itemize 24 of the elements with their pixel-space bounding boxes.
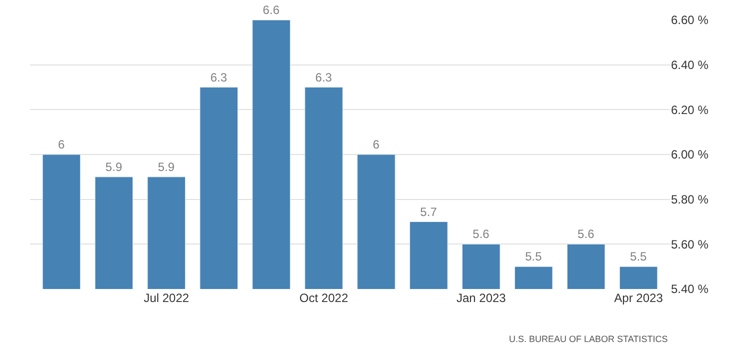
- data-label: 6.3: [210, 70, 228, 84]
- data-label: 5.6: [472, 227, 490, 242]
- data-label: 5.5: [525, 250, 542, 264]
- data-label: 5.7: [420, 204, 438, 219]
- y-tick-label: 5.80 %: [671, 192, 709, 207]
- data-label: 5.6: [578, 227, 595, 242]
- data-label: 5.5: [630, 250, 648, 264]
- x-tick-label: Apr 2023: [614, 291, 664, 305]
- x-tick-label: Jul 2022: [144, 291, 190, 305]
- data-label: 6: [372, 138, 380, 152]
- x-tick-label: Oct 2022: [299, 291, 348, 305]
- data-label: 6: [58, 138, 65, 152]
- y-tick-label: 5.40 %: [671, 282, 709, 296]
- data-label: 6.3: [315, 70, 332, 84]
- y-tick-label: 6.20 %: [671, 102, 709, 117]
- data-label: 5.9: [158, 160, 175, 174]
- y-tick-label: 6.60 %: [671, 13, 709, 28]
- text: U.S. BUREAU OF LABOR STATISTICS: [509, 334, 668, 344]
- data-label: 6.6: [262, 3, 280, 17]
- y-tick-label: 5.60 %: [671, 237, 709, 252]
- y-tick-label: 6.40 %: [671, 58, 709, 72]
- data-label: 5.9: [105, 160, 122, 174]
- x-tick-label: Jan 2023: [456, 291, 506, 305]
- y-tick-label: 6.00 %: [671, 148, 709, 162]
